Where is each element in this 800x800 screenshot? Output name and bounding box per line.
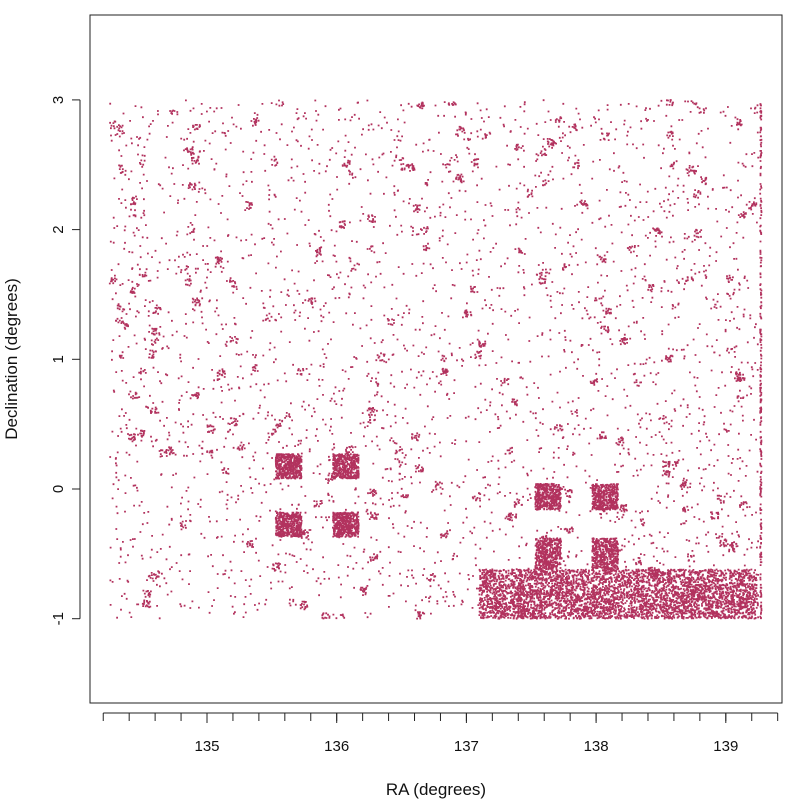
- y-tick-label: 0: [50, 485, 67, 493]
- x-tick-label: 138: [584, 738, 609, 755]
- plot-frame: [89, 14, 783, 704]
- y-tick-label: 2: [50, 225, 67, 233]
- point-cloud: [108, 99, 763, 620]
- y-tick-label: 3: [50, 96, 67, 104]
- x-axis: 135 136 137 138 139: [102, 712, 779, 755]
- y-axis-title: Declination (degrees): [2, 278, 21, 440]
- y-tick-label: -1: [50, 612, 67, 625]
- x-tick-label: 135: [194, 738, 219, 755]
- data-points: [108, 99, 763, 620]
- x-tick-label: 136: [324, 738, 349, 755]
- x-tick-label: 137: [454, 738, 479, 755]
- y-axis: -1 0 1 2 3: [50, 96, 81, 625]
- x-axis-title: RA (degrees): [386, 780, 486, 799]
- x-tick-label: 139: [713, 738, 738, 755]
- y-tick-label: 1: [50, 355, 67, 363]
